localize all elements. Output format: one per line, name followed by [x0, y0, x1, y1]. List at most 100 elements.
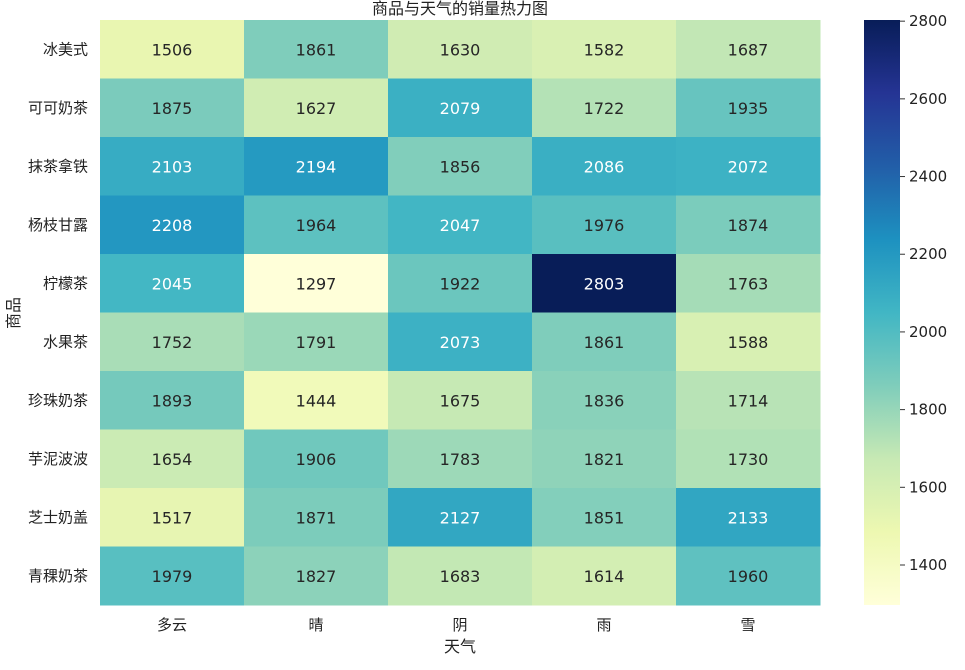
cell-value-label: 1827: [296, 567, 337, 586]
heatmap-cell: [676, 254, 821, 313]
x-tick-label: 晴: [308, 616, 323, 634]
colorbar-tick-label: 1800: [909, 401, 947, 419]
heatmap-cell: [100, 546, 245, 606]
heatmap-cell: [676, 20, 821, 79]
heatmap-cell: [388, 195, 533, 255]
cell-value-label: 1783: [440, 450, 481, 469]
heatmap-cell: [100, 371, 245, 430]
heatmap-cell: [244, 78, 389, 138]
y-tick-label: 柠檬茶: [43, 274, 88, 292]
cell-value-label: 1675: [440, 391, 481, 410]
cell-value-label: 1730: [728, 450, 769, 469]
colorbar-tick-label: 1400: [909, 556, 947, 574]
heatmap-cell: [244, 195, 389, 255]
heatmap-cell: [532, 195, 677, 255]
heatmap-cell: [676, 371, 821, 430]
cell-value-label: 1297: [296, 274, 337, 293]
heatmap-cell: [676, 195, 821, 255]
cell-value-label: 1506: [152, 40, 193, 59]
cell-value-label: 1752: [152, 333, 193, 352]
y-tick-label: 芋泥波波: [28, 450, 88, 468]
chart-title: 商品与天气的销量热力图: [372, 0, 548, 18]
heatmap-cells: 1506 1861 1630 1582 1687 1875 1627 2079 1722 1935…: [100, 20, 821, 606]
colorbar-tick-label: 2200: [909, 245, 947, 263]
cell-value-label: 2073: [440, 333, 481, 352]
cell-value-label: 1922: [440, 274, 481, 293]
y-tick-label: 芝士奶盖: [28, 508, 88, 526]
x-tick-label: 多云: [157, 616, 187, 634]
heatmap-cell: [244, 488, 389, 547]
heatmap-cell: [676, 429, 821, 489]
cell-value-label: 2072: [728, 157, 769, 176]
heatmap-cell: [676, 137, 821, 196]
heatmap-cell: [100, 254, 245, 313]
heatmap-cell: [100, 78, 245, 138]
colorbar-tick-label: 2600: [909, 90, 947, 108]
heatmap-cell: [388, 312, 533, 372]
heatmap-cell: [388, 20, 533, 79]
cell-value-label: 1722: [584, 99, 625, 118]
heatmap-cell: [532, 488, 677, 547]
y-tick-label: 水果茶: [43, 333, 88, 351]
heatmap-cell: [100, 20, 245, 79]
colorbar-tick-label: 2000: [909, 323, 947, 341]
heatmap-cell: [676, 78, 821, 138]
heatmap-cell: [100, 488, 245, 547]
cell-value-label: 2047: [440, 216, 481, 235]
colorbar-gradient: [864, 20, 900, 605]
y-tick-label: 珍珠奶茶: [28, 391, 88, 409]
y-tick-label: 冰美式: [43, 40, 88, 58]
heatmap-cell: [532, 254, 677, 313]
heatmap-cell: [388, 546, 533, 606]
cell-value-label: 1836: [584, 391, 625, 410]
cell-value-label: 1976: [584, 216, 625, 235]
heatmap-cell: [388, 78, 533, 138]
cell-value-label: 1627: [296, 99, 337, 118]
cell-value-label: 2086: [584, 157, 625, 176]
heatmap-cell: [244, 546, 389, 606]
heatmap-cell: [532, 429, 677, 489]
y-tick-label: 可可奶茶: [28, 99, 88, 117]
heatmap-cell: [676, 546, 821, 606]
cell-value-label: 1874: [728, 216, 769, 235]
heatmap-cell: [100, 312, 245, 372]
colorbar-tick-label: 1600: [909, 478, 947, 496]
cell-value-label: 2803: [584, 274, 625, 293]
x-tick-label: 雨: [596, 616, 611, 634]
cell-value-label: 1856: [440, 157, 481, 176]
heatmap-cell: [676, 488, 821, 547]
heatmap-cell: [388, 254, 533, 313]
cell-value-label: 1861: [296, 40, 337, 59]
x-tick-labels: 多云 晴 阴 雨 雪: [157, 616, 756, 634]
heatmap-cell: [244, 254, 389, 313]
cell-value-label: 2194: [296, 157, 337, 176]
cell-value-label: 1964: [296, 216, 337, 235]
cell-value-label: 1614: [584, 567, 625, 586]
x-tick-label: 雪: [740, 616, 755, 634]
cell-value-label: 2045: [152, 274, 193, 293]
heatmap-cell: [532, 312, 677, 372]
cell-value-label: 1875: [152, 99, 193, 118]
heatmap-cell: [388, 429, 533, 489]
heatmap-cell: [532, 371, 677, 430]
cell-value-label: 1979: [152, 567, 193, 586]
cell-value-label: 1654: [152, 450, 193, 469]
heatmap-cell: [100, 195, 245, 255]
cell-value-label: 2133: [728, 508, 769, 527]
cell-value-label: 1821: [584, 450, 625, 469]
cell-value-label: 1960: [728, 567, 769, 586]
cell-value-label: 1763: [728, 274, 769, 293]
cell-value-label: 1687: [728, 40, 769, 59]
heatmap-cell: [244, 371, 389, 430]
heatmap-cell: [532, 546, 677, 606]
cell-value-label: 1851: [584, 508, 625, 527]
cell-value-label: 2079: [440, 99, 481, 118]
heatmap-cell: [244, 429, 389, 489]
cell-value-label: 1861: [584, 333, 625, 352]
heatmap-cell: [676, 312, 821, 372]
cell-value-label: 2127: [440, 508, 481, 527]
colorbar: 1400 1600 1800 2000 2200 2400 2600 2800: [864, 12, 947, 605]
heatmap-cell: [244, 137, 389, 196]
